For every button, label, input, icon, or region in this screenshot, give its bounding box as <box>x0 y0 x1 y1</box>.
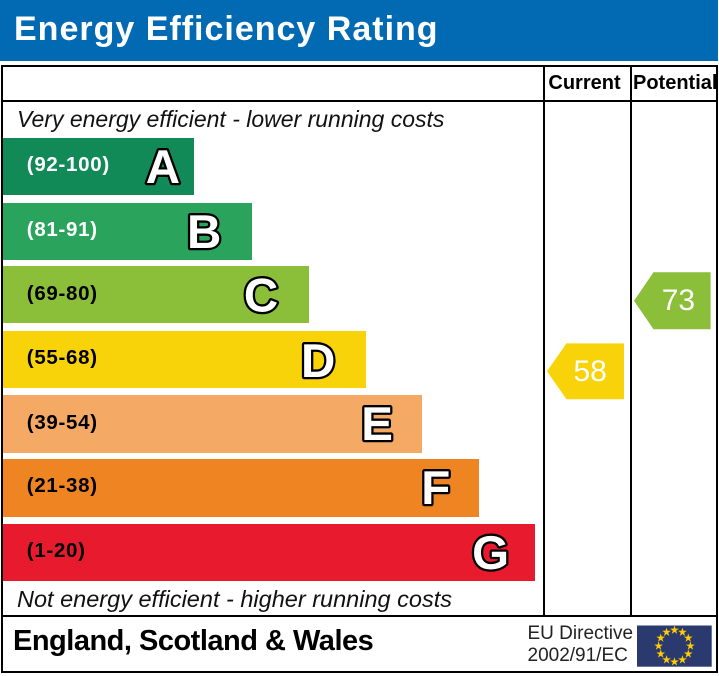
svg-text:F: F <box>421 462 450 515</box>
svg-text:73: 73 <box>662 284 695 317</box>
svg-text:E: E <box>361 398 393 451</box>
svg-text:A: A <box>146 141 180 194</box>
svg-text:C: C <box>244 270 278 323</box>
svg-text:B: B <box>187 206 221 259</box>
svg-text:G: G <box>472 527 509 580</box>
svg-text:58: 58 <box>574 355 607 388</box>
svg-text:D: D <box>301 335 335 388</box>
